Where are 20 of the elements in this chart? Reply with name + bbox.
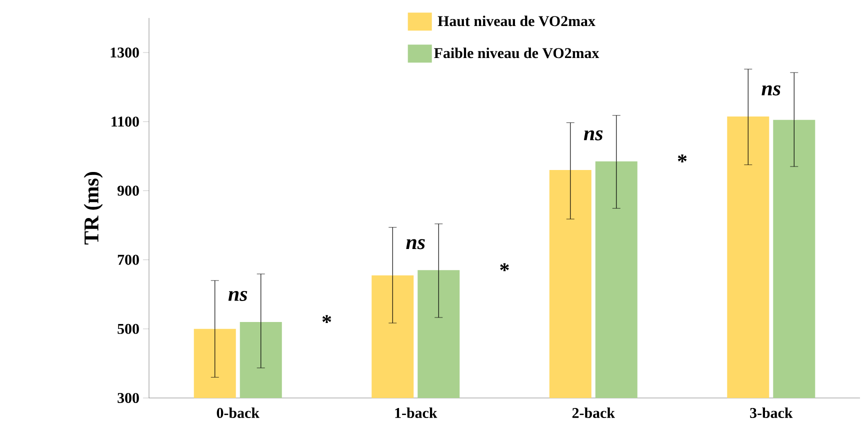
annotation: ns: [228, 290, 248, 302]
annotation: ns: [762, 85, 780, 96]
y-tick-label: 1300: [110, 47, 139, 58]
legend-label: Haut niveau de VO2max: [438, 16, 596, 26]
y-tick-label: 300: [118, 392, 139, 404]
annotation: *: [678, 154, 687, 162]
y-tick-label: 700: [118, 254, 139, 265]
legend-label: Faible niveau de VO2max: [434, 48, 600, 58]
annotation: ns: [584, 130, 603, 140]
y-tick-label: 500: [118, 324, 139, 334]
x-tick-label: 0-back: [216, 408, 260, 418]
x-tick-label: 1-back: [395, 408, 438, 418]
x-tick-label: 2-back: [572, 408, 615, 418]
y-tick-label: 1100: [112, 116, 139, 127]
y-axis-title: TR (ms): [84, 172, 103, 245]
annotation: *: [322, 315, 332, 323]
annotation: ns: [406, 239, 425, 250]
y-tick-label: 900: [117, 186, 139, 196]
annotation: *: [500, 263, 509, 272]
x-tick-label: 3-back: [750, 408, 793, 418]
